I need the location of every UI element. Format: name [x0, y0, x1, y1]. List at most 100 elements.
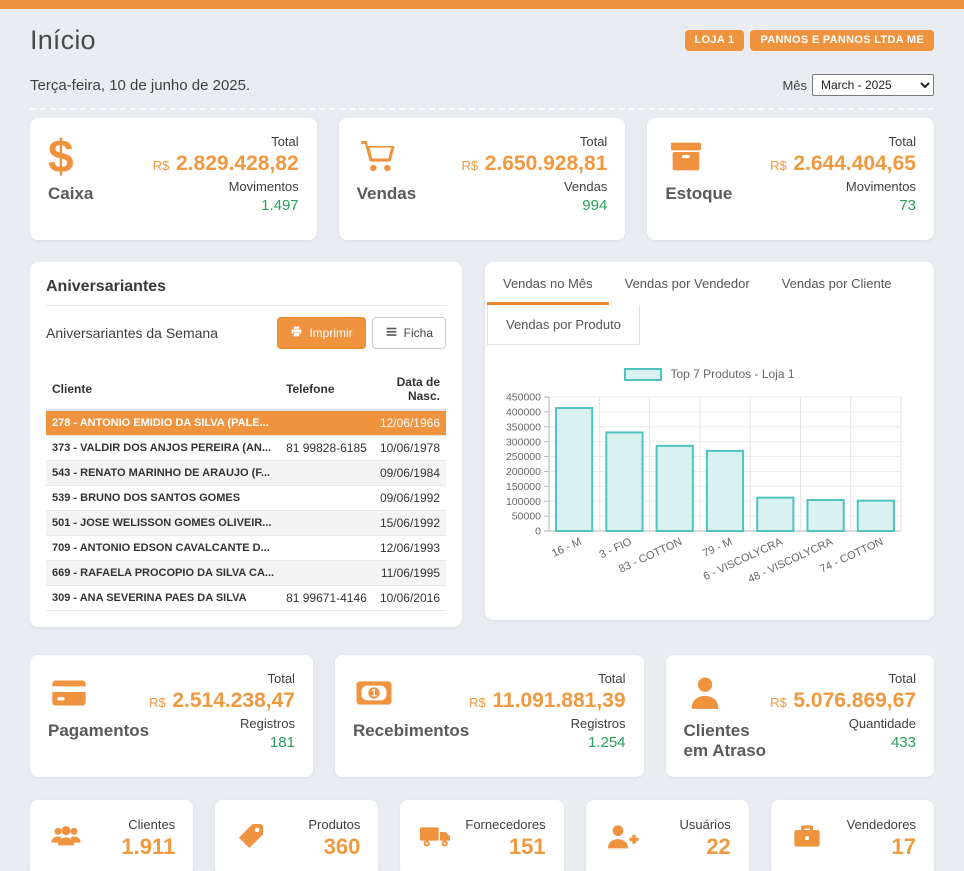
users-icon	[48, 820, 84, 857]
count-label: Registros	[469, 716, 625, 731]
birthday-row[interactable]: 539 - BRUNO DOS SANTOS GOMES09/06/1992	[46, 486, 446, 511]
mini-card-value: 1.911	[121, 834, 175, 860]
birthday-row[interactable]: 278 - ANTONIO EMIDIO DA SILVA (PALE...12…	[46, 410, 446, 436]
legend-swatch-icon	[624, 368, 662, 381]
birthday-row[interactable]: 709 - ANTONIO EDSON CAVALCANTE D... 12/06…	[46, 536, 446, 561]
svg-text:300000: 300000	[506, 436, 541, 448]
printer-icon	[290, 325, 303, 341]
ficha-button[interactable]: Ficha	[372, 317, 446, 349]
client-cell: 278 - ANTONIO EMIDIO DA SILVA (PALE...	[46, 410, 280, 436]
birthdate-cell: 09/06/1984	[373, 461, 446, 486]
sales-chart: Top 7 Produtos - Loja 1 0500001000001500…	[485, 345, 934, 606]
total-label: Total	[469, 671, 625, 686]
svg-text:0: 0	[535, 526, 541, 538]
birthdays-table: Cliente Telefone Data de Nasc. 278 - ANT…	[46, 369, 446, 611]
total-value: R$ 11.091.881,39	[469, 689, 625, 713]
phone-cell: 81 99828-6185	[280, 436, 373, 461]
svg-text:200000: 200000	[506, 466, 541, 478]
phone-cell	[280, 536, 373, 561]
company-badge[interactable]: PANNOS E PANNOS LTDA ME	[750, 30, 934, 50]
total-value: R$ 2.829.428,82	[153, 152, 299, 176]
page-header: Início LOJA 1 PANNOS E PANNOS LTDA ME	[30, 25, 934, 56]
birthday-row[interactable]: 309 - ANA SEVERINA PAES DA SILVA81 99671…	[46, 586, 446, 611]
count-value: 433	[770, 734, 916, 751]
box-icon	[665, 134, 732, 178]
month-select[interactable]: March - 2025	[812, 74, 934, 96]
mini-card-label: Clientes	[121, 817, 175, 832]
stat-card: Clientes em Atraso Total R$ 5.076.869,67…	[666, 655, 934, 777]
phone-cell	[280, 486, 373, 511]
tab-vendas-no-mês[interactable]: Vendas no Mês	[487, 266, 609, 305]
phone-cell	[280, 461, 373, 486]
phone-cell	[280, 410, 373, 436]
cart-icon	[357, 134, 417, 178]
client-cell: 501 - JOSE WELISSON GOMES OLIVEIR...	[46, 511, 280, 536]
mini-card-value: 17	[847, 834, 916, 860]
count-value: 994	[461, 197, 607, 214]
stats-row-bottom: Pagamentos Total R$ 2.514.238,47 Registr…	[30, 655, 934, 777]
sales-panel: Vendas no MêsVendas por VendedorVendas p…	[485, 262, 934, 620]
birthday-row[interactable]: 543 - RENATO MARINHO DE ARAUJO (F... 09/0…	[46, 461, 446, 486]
col-cliente: Cliente	[46, 369, 280, 410]
svg-text:50000: 50000	[512, 511, 541, 523]
svg-text:150000: 150000	[506, 481, 541, 493]
total-label: Total	[770, 134, 916, 149]
stat-card: Estoque Total R$ 2.644.404,65 Movimentos…	[647, 118, 934, 240]
count-label: Movimentos	[770, 179, 916, 194]
birthdays-subtitle: Aniversariantes da Semana	[46, 325, 218, 341]
total-value: R$ 2.650.928,81	[461, 152, 607, 176]
print-button[interactable]: Imprimir	[277, 317, 365, 349]
top-accent-bar	[0, 0, 964, 9]
svg-text:79 - M: 79 - M	[701, 536, 734, 560]
client-cell: 543 - RENATO MARINHO DE ARAUJO (F...	[46, 461, 280, 486]
phone-cell	[280, 561, 373, 586]
mini-card-value: 151	[465, 834, 545, 860]
svg-text:250000: 250000	[506, 451, 541, 463]
stat-card: 1 Recebimentos Total R$ 11.091.881,39 Re…	[335, 655, 644, 777]
store-badge[interactable]: LOJA 1	[685, 30, 745, 50]
svg-text:450000: 450000	[506, 392, 541, 404]
svg-text:400000: 400000	[506, 406, 541, 418]
svg-text:1: 1	[371, 688, 377, 700]
birthday-row[interactable]: 501 - JOSE WELISSON GOMES OLIVEIR... 15/0…	[46, 511, 446, 536]
birthdate-cell: 15/06/1992	[373, 511, 446, 536]
total-label: Total	[153, 134, 299, 149]
tab-vendas-por-cliente[interactable]: Vendas por Cliente	[766, 266, 908, 305]
client-cell: 709 - ANTONIO EDSON CAVALCANTE D...	[46, 536, 280, 561]
credit-card-icon	[48, 671, 149, 715]
svg-text:350000: 350000	[506, 421, 541, 433]
dollar-icon: $	[48, 134, 93, 178]
mini-card-label: Usuários	[680, 817, 731, 832]
count-value: 1.254	[469, 734, 625, 751]
stat-card-name: Pagamentos	[48, 721, 149, 741]
tab-vendas-por-produto[interactable]: Vendas por Produto	[487, 305, 640, 345]
birthdate-cell: 10/06/2016	[373, 586, 446, 611]
mini-card-value: 22	[680, 834, 731, 860]
stat-card: $ Caixa Total R$ 2.829.428,82 Movimentos…	[30, 118, 317, 240]
mini-card-label: Vendedores	[847, 817, 916, 832]
total-label: Total	[770, 671, 916, 686]
legend-label: Top 7 Produtos - Loja 1	[670, 367, 794, 381]
user-icon	[684, 671, 771, 715]
birthdate-cell: 12/06/1993	[373, 536, 446, 561]
tab-vendas-por-vendedor[interactable]: Vendas por Vendedor	[609, 266, 766, 305]
money-icon: 1	[353, 671, 469, 715]
col-telefone: Telefone	[280, 369, 373, 410]
client-cell: 539 - BRUNO DOS SANTOS GOMES	[46, 486, 280, 511]
total-label: Total	[149, 671, 295, 686]
stat-card-name: Clientes em Atraso	[684, 721, 771, 761]
birthday-row[interactable]: 669 - RAFAELA PROCOPIO DA SILVA CA...11/…	[46, 561, 446, 586]
svg-text:3 - FIO: 3 - FIO	[598, 536, 634, 562]
mini-card: Vendedores 17	[771, 800, 934, 871]
count-label: Registros	[149, 716, 295, 731]
bar-chart: 0500001000001500002000002500003000003500…	[491, 389, 909, 597]
svg-text:48 - VISCOLYCRA: 48 - VISCOLYCRA	[746, 536, 835, 586]
mini-card-label: Fornecedores	[465, 817, 545, 832]
sales-tabs: Vendas no MêsVendas por VendedorVendas p…	[485, 262, 934, 305]
birthday-row[interactable]: 373 - VALDIR DOS ANJOS PEREIRA (AN...81 …	[46, 436, 446, 461]
current-date: Terça-feira, 10 de junho de 2025.	[30, 77, 250, 94]
svg-text:16 - M: 16 - M	[550, 536, 583, 560]
birthdate-cell: 11/06/1995	[373, 561, 446, 586]
stat-card-name: Caixa	[48, 184, 93, 204]
month-filter: Mês March - 2025	[782, 74, 934, 96]
